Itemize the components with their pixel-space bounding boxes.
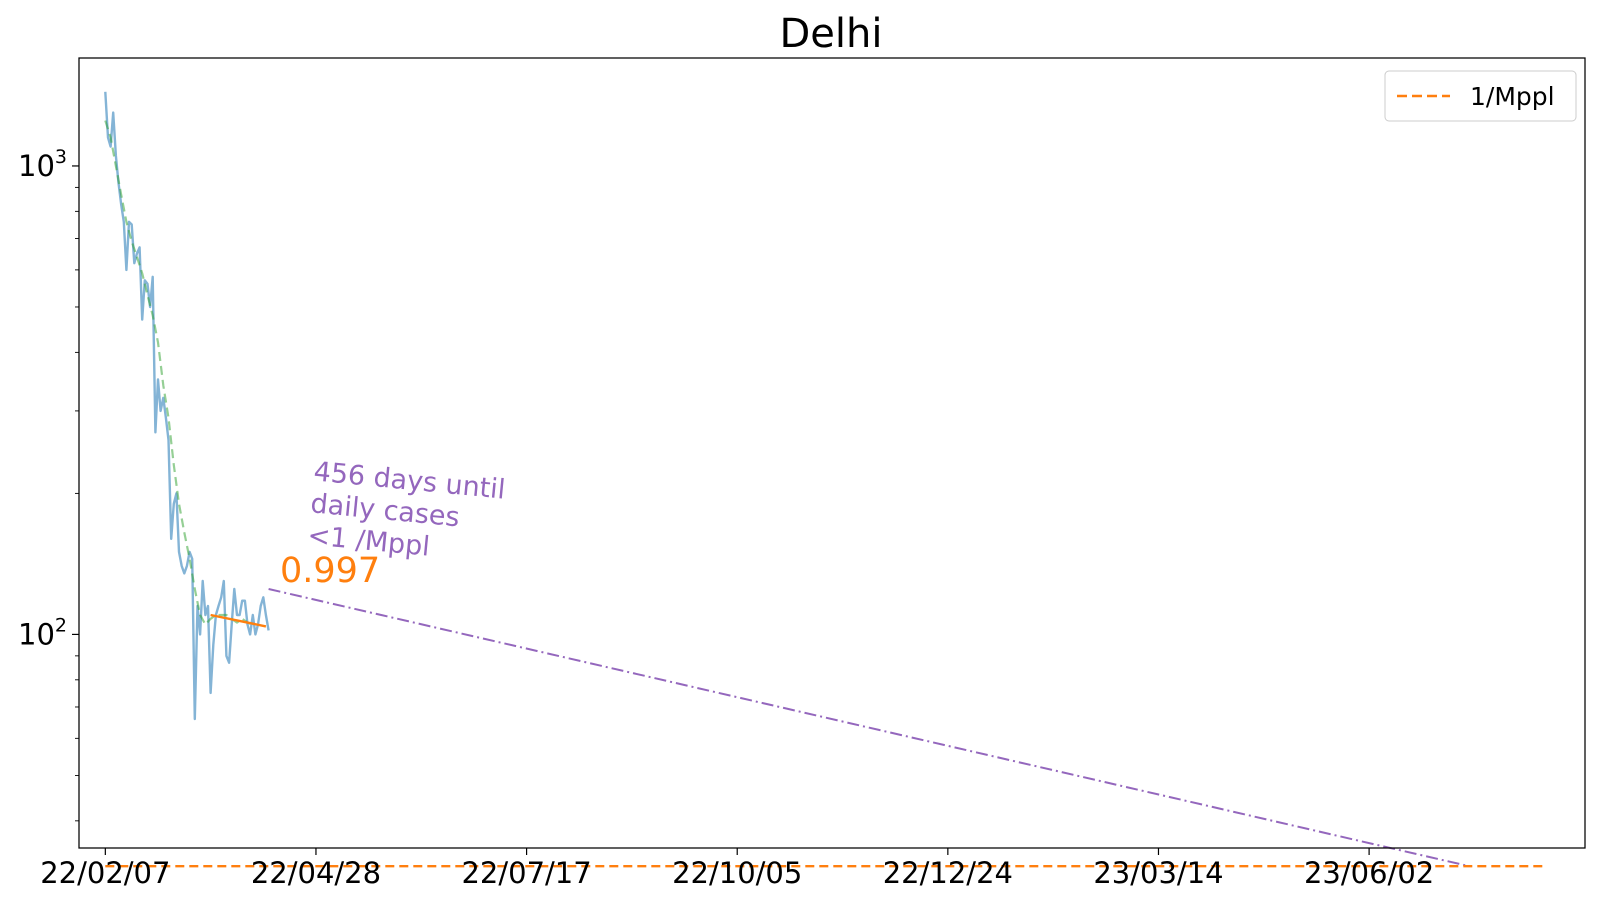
x-tick-label: 23/03/14 [1093, 856, 1223, 890]
y-axis: 102 103 [18, 146, 79, 822]
annotations-layer: 0.997 456 days until daily cases <1 /Mpp… [280, 456, 507, 591]
extrapolation-series-line [268, 588, 1470, 868]
smoothed-series-line [104, 120, 254, 626]
x-tick-label: 22/10/05 [672, 856, 802, 890]
ratio-segment-series-line [210, 613, 267, 628]
x-tick-label: 22/07/17 [461, 856, 591, 890]
daily-series-line [104, 91, 270, 721]
x-axis: 22/02/07 22/04/28 22/07/17 22/10/05 22/12/24… [40, 848, 1434, 890]
x-tick-label: 22/02/07 [40, 856, 170, 890]
x-tick-label: 23/06/02 [1304, 856, 1434, 890]
y-tick-label: 102 [18, 614, 67, 651]
plot-area [104, 91, 1546, 868]
legend-box [1384, 70, 1577, 122]
series-layer [104, 91, 1546, 868]
ratio-label: 0.997 [280, 551, 380, 591]
x-tick-label: 22/12/24 [883, 856, 1013, 890]
x-tick-label: 22/04/28 [251, 856, 381, 890]
chart-title: Delhi [780, 11, 883, 57]
legend: 1/Mppl [1384, 70, 1577, 122]
y-tick-label: 103 [18, 146, 67, 183]
axes-frame [78, 57, 1586, 849]
legend-label: 1/Mppl [1470, 82, 1555, 111]
